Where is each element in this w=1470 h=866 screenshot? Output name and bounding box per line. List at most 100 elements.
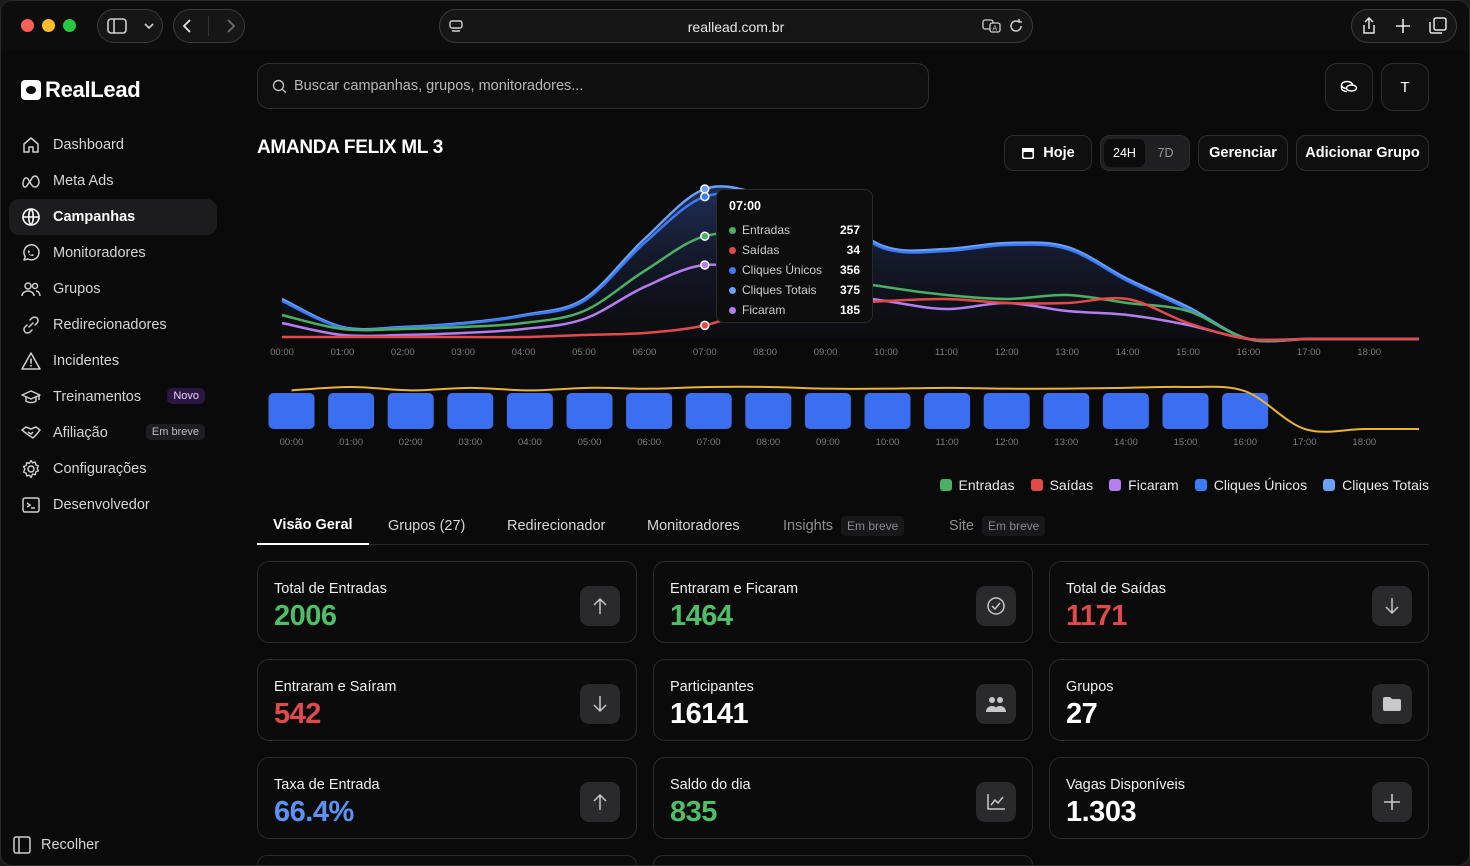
bar[interactable] <box>1222 393 1269 429</box>
bar[interactable] <box>864 393 911 429</box>
hover-point[interactable] <box>700 320 710 331</box>
stat-card: Grupos 27 <box>1049 659 1429 741</box>
reload-icon[interactable] <box>1008 18 1024 34</box>
stat-value: 1171 <box>1066 600 1127 632</box>
overlay-line[interactable] <box>291 385 1420 433</box>
collapse-sidebar-button[interactable]: Recolher <box>13 836 99 854</box>
sidebar-item-dashboard[interactable]: Dashboard <box>9 127 217 163</box>
stat-label: Grupos <box>1066 679 1114 695</box>
stat-value: 542 <box>274 698 321 730</box>
graduation-cap-icon <box>21 390 41 404</box>
legend-cliques-unicos[interactable]: Cliques Únicos <box>1194 477 1307 493</box>
minimize-window-button[interactable] <box>42 19 55 32</box>
sidebar-item-afiliacao[interactable]: Afiliação Em breve <box>9 415 217 451</box>
bar[interactable] <box>685 393 732 429</box>
plus-icon <box>1372 782 1412 822</box>
bar[interactable] <box>626 393 673 429</box>
sidebar-item-grupos[interactable]: Grupos <box>9 271 217 307</box>
new-tab-icon[interactable] <box>1395 18 1411 34</box>
legend-entradas[interactable]: Entradas <box>939 477 1015 493</box>
bar[interactable] <box>268 393 315 429</box>
bar[interactable] <box>1043 393 1090 429</box>
sidebar-item-meta-ads[interactable]: Meta Ads <box>9 163 217 199</box>
meta-icon <box>22 175 40 188</box>
hover-point[interactable] <box>700 260 710 270</box>
url-text: reallead.com.br <box>687 19 785 35</box>
page-menu-icon[interactable] <box>448 19 464 35</box>
sidebar-item-label: Afiliação <box>53 425 108 441</box>
legend-saidas[interactable]: Saídas <box>1030 477 1093 493</box>
x-tick-label: 01:00 <box>339 437 363 448</box>
bar[interactable] <box>745 393 792 429</box>
bar[interactable] <box>447 393 494 429</box>
bar[interactable] <box>1162 393 1209 429</box>
coins-button[interactable] <box>1325 63 1373 111</box>
bar[interactable] <box>1102 393 1149 429</box>
bar[interactable] <box>328 393 375 429</box>
bar[interactable] <box>983 393 1030 429</box>
tab-visao-geral[interactable]: Visão Geral <box>257 507 369 545</box>
bar-chart[interactable]: 00:00 01:00 02:00 03:00 04:00 05:00 06:00 07:00… <box>257 367 1419 467</box>
arrow-down-icon <box>580 684 620 724</box>
forward-icon[interactable] <box>226 18 236 34</box>
sidebar-item-label: Incidentes <box>53 353 120 369</box>
stat-card: Total de Saídas 1171 <box>1049 561 1429 643</box>
tabs-overview-icon[interactable] <box>1429 17 1447 35</box>
sidebar-icon <box>106 18 127 34</box>
bar[interactable] <box>387 393 434 429</box>
tab-insights[interactable]: Insights Em breve <box>783 507 905 545</box>
search-box <box>257 63 929 109</box>
sidebar-item-redirecionadores[interactable]: Redirecionadores <box>9 307 217 343</box>
sidebar-item-campanhas[interactable]: Campanhas <box>9 199 217 235</box>
stat-label: Taxa de Entrada <box>274 777 380 793</box>
sidebar-item-incidentes[interactable]: Incidentes <box>9 343 217 379</box>
share-icon[interactable] <box>1361 17 1377 35</box>
range-24h[interactable]: 24H <box>1104 139 1145 167</box>
search-input[interactable] <box>294 64 914 108</box>
address-bar[interactable]: reallead.com.br A <box>439 9 1033 43</box>
sidebar-item-configuracoes[interactable]: Configurações <box>9 451 217 487</box>
browser-actions <box>1351 9 1457 43</box>
x-tick-label: 09:00 <box>814 347 838 358</box>
hover-point[interactable] <box>700 191 710 202</box>
stat-card-partial <box>653 855 1033 865</box>
logo[interactable]: RealLead <box>21 77 141 103</box>
x-tick-label: 08:00 <box>753 347 777 358</box>
sidebar-collapse-icon <box>13 836 31 854</box>
sidebar-item-treinamentos[interactable]: Treinamentos Novo <box>9 379 217 415</box>
maximize-window-button[interactable] <box>63 19 76 32</box>
chart-line-icon <box>976 782 1016 822</box>
tab-monitoradores[interactable]: Monitoradores <box>647 518 740 534</box>
bar[interactable] <box>924 393 971 429</box>
hover-point[interactable] <box>700 184 710 194</box>
sidebar-toggle-button[interactable] <box>97 9 163 43</box>
close-window-button[interactable] <box>21 19 34 32</box>
sidebar-item-monitoradores[interactable]: Monitoradores <box>9 235 217 271</box>
bar[interactable] <box>566 393 613 429</box>
coming-soon-badge: Em breve <box>145 424 205 440</box>
hover-point[interactable] <box>700 231 710 241</box>
range-7d[interactable]: 7D <box>1157 146 1174 160</box>
x-tick-label: 02:00 <box>391 347 415 358</box>
legend-ficaram[interactable]: Ficaram <box>1109 477 1179 493</box>
avatar[interactable]: T <box>1381 63 1429 111</box>
add-group-button[interactable]: Adicionar Grupo <box>1296 135 1429 171</box>
tab-grupos[interactable]: Grupos (27) <box>388 518 466 534</box>
sidebar-item-desenvolvedor[interactable]: Desenvolvedor <box>9 487 217 523</box>
bar[interactable] <box>804 393 851 429</box>
stat-card: Participantes 16141 <box>653 659 1033 741</box>
legend-cliques-totais[interactable]: Cliques Totais <box>1323 477 1429 493</box>
x-tick-label: 00:00 <box>270 347 294 358</box>
new-badge: Novo <box>167 388 205 404</box>
tab-redirecionador[interactable]: Redirecionador <box>507 518 606 534</box>
manage-button[interactable]: Gerenciar <box>1198 135 1288 171</box>
tab-site[interactable]: Site Em breve <box>949 507 1046 545</box>
translate-icon[interactable]: A <box>982 18 1002 34</box>
back-icon[interactable] <box>182 18 192 34</box>
x-tick-label: 12:00 <box>995 347 1019 358</box>
x-tick-label: 14:00 <box>1114 437 1138 448</box>
check-circle-icon <box>976 586 1016 626</box>
bar[interactable] <box>506 393 553 429</box>
stat-card: Entraram e Ficaram 1464 <box>653 561 1033 643</box>
date-picker-button[interactable]: Hoje <box>1004 135 1092 171</box>
